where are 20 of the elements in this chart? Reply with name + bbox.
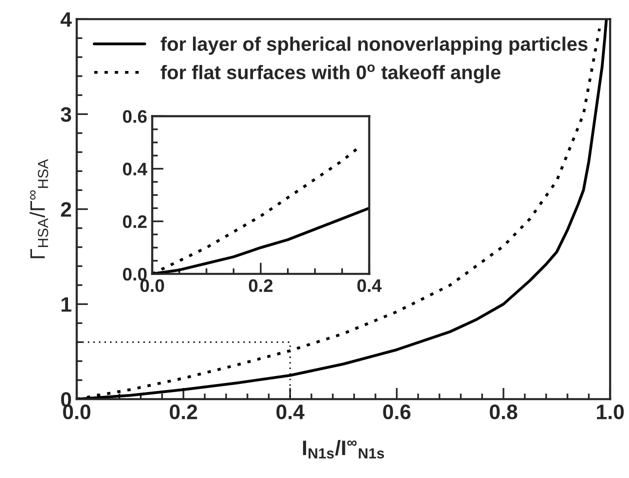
- x-tick-label: 0.4: [357, 279, 382, 292]
- y-tick-label: 4: [60, 12, 72, 27]
- legend-label: for flat surfaces with 0$^{o}$ takeoff angle: [160, 64, 500, 84]
- y-tick-label: 0.0: [122, 268, 147, 281]
- y-tick-label: 2: [61, 202, 72, 217]
- y-tick-label: 0.6: [122, 110, 147, 123]
- x-tick-label: 0.4: [276, 404, 304, 420]
- y-tick-label: 0.2: [122, 215, 147, 228]
- x-tick-label: 0.0: [140, 279, 164, 292]
- legend-label: for layer of spherical nonoverlapping particles: [160, 36, 588, 55]
- x-tick-label: 0.2: [170, 404, 198, 420]
- x-tick-label: 0.6: [383, 404, 410, 420]
- x-tick-label: 1.0: [596, 404, 624, 420]
- x-axis-title: I$_{N1s}$/I$^{∞}$$_{N1s}$: [303, 440, 384, 459]
- y-axis-title: Γ$_{HSA}$/Γ$^{∞}$$_{HSA}$: [30, 159, 48, 258]
- y-tick-label: 3: [60, 107, 72, 122]
- x-tick-label: 0.2: [248, 279, 273, 292]
- x-tick-label: 0.8: [490, 404, 518, 420]
- y-tick-label: 1: [62, 297, 72, 312]
- y-tick-label: 0.4: [122, 162, 148, 176]
